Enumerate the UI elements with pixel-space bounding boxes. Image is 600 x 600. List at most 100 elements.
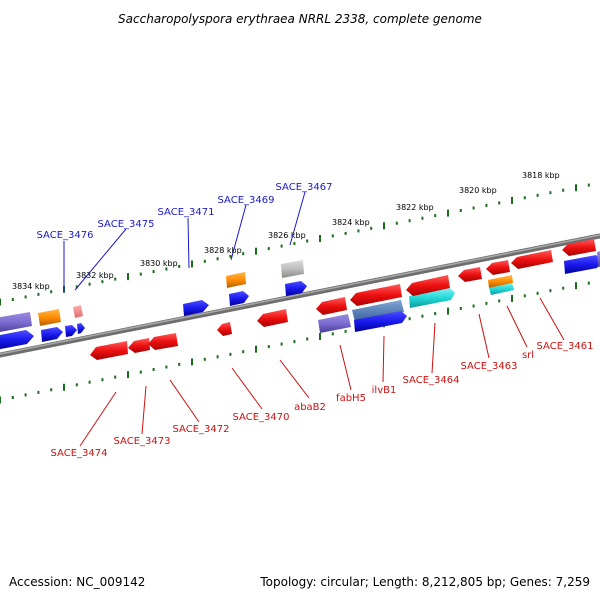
minor-tick	[24, 295, 27, 299]
minor-tick	[549, 191, 552, 195]
forward-strand-features	[0, 250, 600, 350]
minor-tick	[562, 188, 565, 192]
minor-tick	[152, 270, 155, 273]
kbp-label: 3822 kbp	[396, 203, 434, 212]
minor-tick	[459, 209, 462, 212]
gene-label-top[interactable]: SACE_3469	[218, 195, 275, 206]
accession-text: Accession: NC_009142	[9, 575, 145, 589]
gene-feature[interactable]	[350, 284, 402, 306]
topology-text: Topology: circular; Length: 8,212,805 bp…	[259, 575, 590, 589]
gene-feature[interactable]	[562, 239, 596, 256]
minor-tick	[203, 259, 206, 263]
minor-tick	[280, 244, 283, 248]
minor-tick	[229, 254, 232, 258]
gene-feature[interactable]	[148, 333, 178, 350]
kbp-label: 3826 kbp	[268, 231, 306, 240]
minor-tick	[165, 365, 168, 369]
gene-label-bottom[interactable]: SACE_3470	[233, 412, 290, 423]
minor-tick	[139, 370, 142, 374]
gene-label-bottom[interactable]: SACE_3473	[114, 436, 171, 447]
minor-tick	[472, 206, 475, 210]
top-gene-labels: SACE_3476 SACE_3475 SACE_3471 SACE_3469 …	[37, 182, 333, 292]
gene-feature[interactable]	[458, 267, 482, 282]
gene-label-bottom[interactable]: srl	[522, 350, 534, 361]
gene-label-bottom[interactable]: ilvB1	[372, 385, 397, 396]
tick-track-top	[0, 183, 590, 306]
major-tick	[63, 383, 65, 391]
minor-tick	[178, 362, 181, 366]
gene-feature[interactable]	[564, 255, 600, 274]
gene-feature[interactable]	[41, 327, 63, 342]
gene-feature[interactable]	[90, 341, 128, 360]
gene-label-bottom[interactable]: SACE_3464	[403, 375, 460, 386]
minor-tick	[344, 231, 347, 235]
gene-feature[interactable]	[229, 291, 249, 306]
gene-label-bottom[interactable]: SACE_3474	[51, 448, 108, 459]
major-tick	[511, 196, 513, 204]
gene-feature[interactable]	[352, 300, 404, 322]
major-tick	[191, 358, 193, 366]
rna-feature[interactable]	[488, 275, 513, 288]
minor-tick	[88, 282, 91, 286]
minor-tick	[421, 216, 424, 220]
minor-tick	[280, 342, 283, 346]
major-tick	[319, 235, 321, 242]
gene-feature[interactable]	[406, 275, 450, 296]
gene-feature[interactable]	[0, 312, 32, 333]
gene-label-top[interactable]: SACE_3471	[158, 207, 215, 218]
minor-tick	[331, 234, 334, 238]
minor-tick	[587, 281, 590, 285]
gene-label-top[interactable]: SACE_3476	[37, 230, 94, 241]
gene-feature[interactable]	[511, 250, 553, 269]
gene-feature[interactable]	[73, 305, 83, 318]
minor-tick	[267, 247, 270, 251]
gene-feature[interactable]	[285, 281, 307, 296]
gene-label-bottom[interactable]: SACE_3461	[537, 341, 594, 352]
minor-tick	[267, 345, 270, 349]
major-tick	[0, 396, 1, 404]
gene-feature[interactable]	[409, 288, 455, 308]
minor-tick	[344, 329, 347, 333]
gene-feature[interactable]	[183, 300, 209, 316]
gene-label-top[interactable]: SACE_3475	[98, 219, 155, 230]
minor-tick	[498, 201, 501, 205]
minor-tick	[408, 219, 411, 223]
major-tick	[0, 298, 1, 306]
gene-feature[interactable]	[257, 309, 288, 327]
kbp-label: 3824 kbp	[332, 218, 370, 227]
gene-feature[interactable]	[489, 283, 514, 295]
minor-tick	[562, 286, 565, 290]
minor-tick	[293, 340, 296, 344]
bottom-gene-labels: SACE_3474 SACE_3473 SACE_3472 SACE_3470 …	[51, 297, 594, 459]
gene-feature[interactable]	[354, 311, 407, 332]
rna-feature[interactable]	[226, 272, 246, 288]
gene-feature[interactable]	[597, 250, 600, 267]
gene-label-bottom[interactable]: SACE_3472	[173, 424, 230, 435]
minor-tick	[485, 203, 488, 207]
gene-label-bottom[interactable]: abaB2	[294, 402, 326, 413]
gene-feature[interactable]	[0, 330, 34, 350]
kbp-label: 3832 kbp	[76, 271, 114, 280]
minor-tick	[216, 355, 219, 359]
gene-feature[interactable]	[318, 314, 351, 333]
gene-label-bottom[interactable]: fabH5	[336, 393, 366, 404]
gene-feature[interactable]	[486, 260, 510, 275]
minor-tick	[408, 317, 411, 321]
minor-tick	[306, 239, 309, 243]
minor-tick	[37, 390, 40, 394]
kbp-label: 3828 kbp	[204, 246, 242, 255]
minor-tick	[370, 226, 373, 230]
minor-tick	[485, 301, 488, 305]
gene-feature[interactable]	[128, 338, 150, 353]
gene-feature[interactable]	[217, 322, 232, 336]
gene-feature[interactable]	[316, 297, 347, 315]
rna-feature[interactable]	[38, 309, 61, 326]
gene-feature[interactable]	[77, 323, 85, 334]
minor-tick	[395, 221, 398, 225]
gene-feature[interactable]	[65, 325, 77, 337]
gene-label-bottom[interactable]: SACE_3463	[461, 361, 518, 372]
minor-tick	[37, 292, 40, 296]
pseudo-feature[interactable]	[281, 260, 304, 278]
gene-label-top[interactable]: SACE_3467	[276, 182, 333, 193]
minor-tick	[523, 196, 526, 200]
